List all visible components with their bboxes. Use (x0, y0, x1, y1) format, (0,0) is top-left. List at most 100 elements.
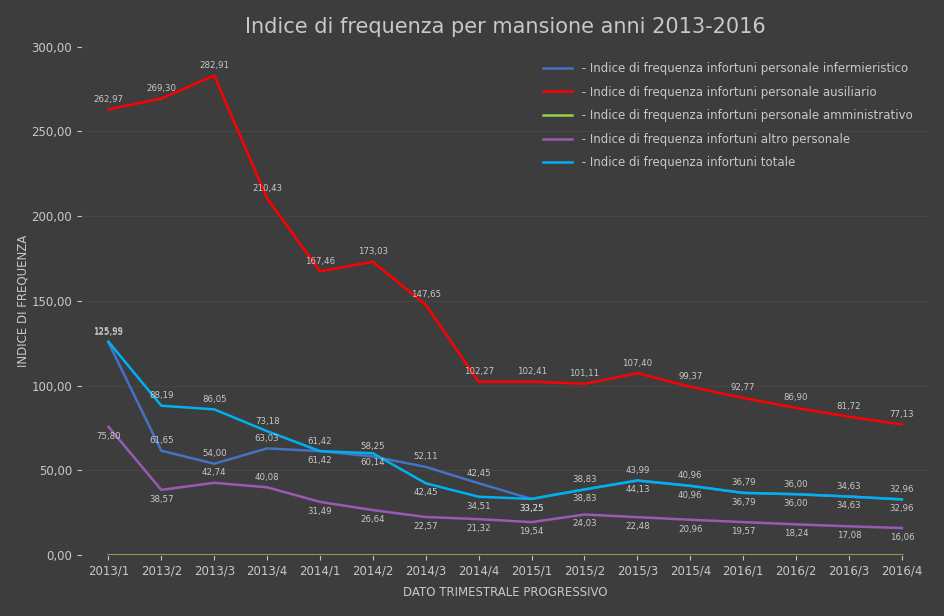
 - Indice di frequenza infortuni personale infermieristico (526, 495, 537, 503)
Text: 173,03: 173,03 (358, 247, 388, 256)
Text: 102,41: 102,41 (516, 367, 546, 376)
 - Indice di frequenza infortuni totale (895, 496, 906, 503)
 - Indice di frequenza infortuni totale (526, 495, 537, 503)
Text: 32,96: 32,96 (888, 485, 913, 494)
Text: 42,74: 42,74 (202, 468, 227, 477)
 - Indice di frequenza infortuni personale infermieristico (314, 447, 326, 455)
 - Indice di frequenza infortuni personale ausiliario (156, 95, 167, 102)
Text: 88,19: 88,19 (149, 391, 174, 400)
Line:  - Indice di frequenza infortuni personale ausiliario: - Indice di frequenza infortuni personal… (109, 76, 901, 424)
 - Indice di frequenza infortuni personale ausiliario (103, 106, 114, 113)
Text: 42,45: 42,45 (466, 469, 491, 478)
Text: 36,79: 36,79 (730, 498, 754, 507)
Text: 21,32: 21,32 (466, 524, 491, 533)
Text: 147,65: 147,65 (411, 290, 441, 299)
 - Indice di frequenza infortuni totale (683, 482, 695, 490)
Text: 34,63: 34,63 (835, 482, 860, 491)
Text: 36,79: 36,79 (730, 479, 754, 487)
Title: Indice di frequenza per mansione anni 2013-2016: Indice di frequenza per mansione anni 20… (244, 17, 765, 37)
 - Indice di frequenza infortuni totale (579, 486, 590, 493)
 - Indice di frequenza infortuni totale (631, 477, 642, 484)
Text: 18,24: 18,24 (783, 529, 807, 538)
 - Indice di frequenza infortuni personale infermieristico (895, 496, 906, 503)
 - Indice di frequenza infortuni altro personale (103, 423, 114, 431)
 - Indice di frequenza infortuni personale amministrativo (314, 551, 326, 559)
 - Indice di frequenza infortuni personale infermieristico (789, 490, 801, 498)
 - Indice di frequenza infortuni personale amministrativo (526, 551, 537, 559)
Legend:  - Indice di frequenza infortuni personale infermieristico,  - Indice di frequen: - Indice di frequenza infortuni personal… (532, 52, 921, 179)
Text: 52,11: 52,11 (413, 452, 438, 461)
Text: 262,97: 262,97 (93, 95, 124, 103)
 - Indice di frequenza infortuni personale amministrativo (736, 551, 748, 559)
 - Indice di frequenza infortuni totale (103, 338, 114, 346)
 - Indice di frequenza infortuni personale ausiliario (895, 421, 906, 428)
Text: 24,03: 24,03 (571, 519, 597, 529)
Y-axis label: INDICE DI FREQUENZA: INDICE DI FREQUENZA (17, 235, 29, 367)
 - Indice di frequenza infortuni personale infermieristico (209, 460, 220, 468)
 - Indice di frequenza infortuni personale ausiliario (631, 370, 642, 377)
X-axis label: DATO TRIMESTRALE PROGRESSIVO: DATO TRIMESTRALE PROGRESSIVO (402, 586, 607, 599)
Text: 54,00: 54,00 (202, 449, 227, 458)
 - Indice di frequenza infortuni totale (420, 480, 431, 487)
 - Indice di frequenza infortuni personale ausiliario (209, 72, 220, 79)
Text: 125,99: 125,99 (93, 327, 124, 336)
 - Indice di frequenza infortuni personale infermieristico (842, 493, 853, 500)
 - Indice di frequenza infortuni personale infermieristico (103, 339, 114, 346)
 - Indice di frequenza infortuni personale amministrativo (420, 551, 431, 559)
Text: 61,65: 61,65 (149, 436, 174, 445)
 - Indice di frequenza infortuni altro personale (895, 524, 906, 532)
Text: 40,96: 40,96 (678, 471, 701, 480)
 - Indice di frequenza infortuni personale infermieristico (736, 489, 748, 496)
Text: 33,25: 33,25 (519, 504, 544, 513)
 - Indice di frequenza infortuni personale ausiliario (261, 195, 273, 202)
Text: 167,46: 167,46 (305, 257, 335, 265)
Text: 40,96: 40,96 (678, 491, 701, 500)
Text: 33,25: 33,25 (519, 504, 544, 513)
 - Indice di frequenza infortuni totale (367, 450, 379, 457)
Text: 36,00: 36,00 (783, 499, 807, 508)
 - Indice di frequenza infortuni personale amministrativo (209, 551, 220, 559)
Line:  - Indice di frequenza infortuni personale infermieristico: - Indice di frequenza infortuni personal… (109, 342, 901, 500)
Text: 19,57: 19,57 (730, 527, 754, 536)
 - Indice di frequenza infortuni personale ausiliario (736, 394, 748, 402)
Text: 31,49: 31,49 (308, 507, 332, 516)
Text: 61,42: 61,42 (308, 437, 332, 445)
 - Indice di frequenza infortuni personale amministrativo (261, 551, 273, 559)
 - Indice di frequenza infortuni personale amministrativo (895, 551, 906, 559)
Text: 42,45: 42,45 (413, 488, 438, 497)
Text: 99,37: 99,37 (678, 372, 701, 381)
 - Indice di frequenza infortuni personale infermieristico (420, 463, 431, 471)
 - Indice di frequenza infortuni personale ausiliario (526, 378, 537, 386)
Text: 107,40: 107,40 (622, 359, 651, 368)
 - Indice di frequenza infortuni altro personale (526, 519, 537, 526)
 - Indice di frequenza infortuni totale (789, 490, 801, 498)
 - Indice di frequenza infortuni personale amministrativo (683, 551, 695, 559)
 - Indice di frequenza infortuni totale (261, 428, 273, 435)
 - Indice di frequenza infortuni personale infermieristico (579, 486, 590, 493)
Text: 92,77: 92,77 (730, 383, 754, 392)
 - Indice di frequenza infortuni personale amministrativo (631, 551, 642, 559)
 - Indice di frequenza infortuni altro personale (367, 506, 379, 514)
 - Indice di frequenza infortuni personale ausiliario (420, 301, 431, 309)
Text: 16,06: 16,06 (888, 533, 913, 542)
Text: 86,90: 86,90 (783, 394, 807, 402)
 - Indice di frequenza infortuni altro personale (736, 519, 748, 526)
Text: 101,11: 101,11 (569, 369, 598, 378)
 - Indice di frequenza infortuni altro personale (209, 479, 220, 487)
Line:  - Indice di frequenza infortuni altro personale: - Indice di frequenza infortuni altro pe… (109, 427, 901, 528)
 - Indice di frequenza infortuni personale ausiliario (473, 378, 484, 386)
 - Indice di frequenza infortuni personale amministrativo (579, 551, 590, 559)
 - Indice di frequenza infortuni personale ausiliario (579, 380, 590, 387)
Text: 34,63: 34,63 (835, 501, 860, 511)
 - Indice di frequenza infortuni personale infermieristico (683, 482, 695, 490)
 - Indice di frequenza infortuni altro personale (420, 513, 431, 521)
 - Indice di frequenza infortuni altro personale (156, 486, 167, 493)
Text: 210,43: 210,43 (252, 184, 282, 193)
Text: 75,80: 75,80 (96, 432, 121, 440)
Text: 19,54: 19,54 (519, 527, 544, 536)
Text: 77,13: 77,13 (888, 410, 913, 419)
Text: 22,48: 22,48 (624, 522, 649, 531)
 - Indice di frequenza infortuni altro personale (631, 514, 642, 521)
 - Indice di frequenza infortuni personale ausiliario (789, 404, 801, 411)
 - Indice di frequenza infortuni totale (209, 406, 220, 413)
